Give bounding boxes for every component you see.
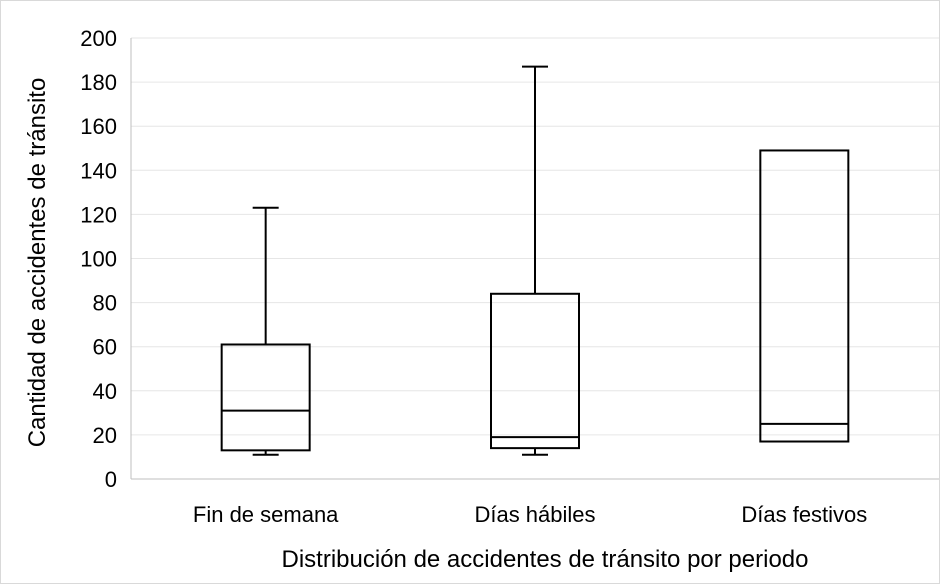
y-tick-label-180: 180 [80, 70, 117, 95]
boxes [220, 65, 850, 456]
x-axis-title: Distribución de accidentes de tránsito p… [282, 546, 809, 573]
y-tick-label-0: 0 [105, 467, 117, 492]
y-tick-label-60: 60 [93, 335, 117, 360]
y-tick-label-200: 200 [80, 26, 117, 51]
y-axis-title: Cantidad de accidentes de tránsito [24, 78, 51, 448]
axes [130, 38, 939, 480]
y-tick-label-120: 120 [80, 202, 117, 227]
y-tick-label-140: 140 [80, 158, 117, 183]
y-tick-label-100: 100 [80, 247, 117, 272]
y-tick-label-40: 40 [93, 379, 117, 404]
x-tick-label-2: Días hábiles [474, 502, 595, 527]
y-tick-label-20: 20 [93, 423, 117, 448]
x-tick-label-1: Fin de semana [193, 502, 339, 527]
y-tick-label-160: 160 [80, 114, 117, 139]
y-tick-label-80: 80 [93, 291, 117, 316]
box-1-iqr [220, 343, 311, 452]
tick-labels: 0 20 40 60 80 100 120 140 160 180 200 Fin de semana… [80, 26, 867, 527]
x-tick-label-3: Días festivos [741, 502, 867, 527]
box-3-iqr [759, 149, 850, 443]
box-2-iqr [490, 292, 580, 450]
